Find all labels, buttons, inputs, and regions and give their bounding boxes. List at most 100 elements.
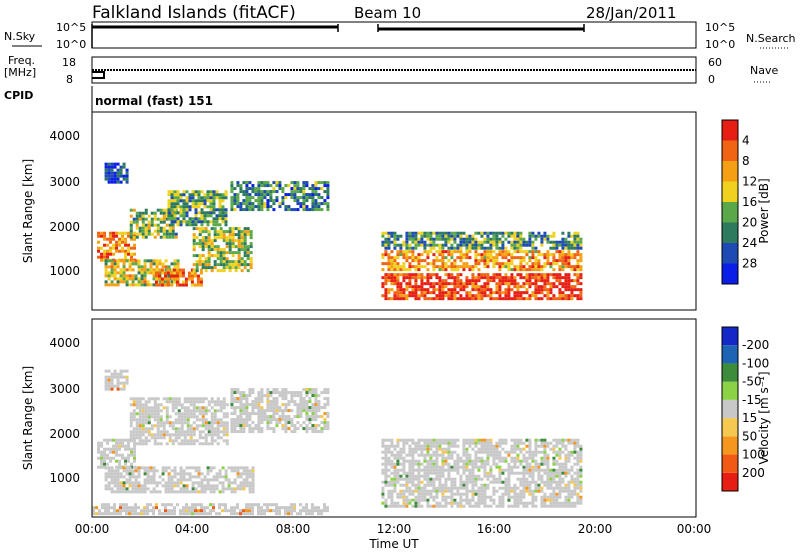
heatmap-cell bbox=[119, 372, 123, 376]
heatmap-cell bbox=[153, 211, 157, 215]
heatmap-cell bbox=[210, 415, 214, 419]
heatmap-cell bbox=[207, 403, 211, 407]
heatmap-cell bbox=[104, 503, 107, 507]
heatmap-cell bbox=[459, 501, 463, 505]
heatmap-cell bbox=[305, 400, 309, 404]
heatmap-cell bbox=[138, 418, 142, 422]
heatmap-cell bbox=[175, 283, 179, 287]
heatmap-cell bbox=[201, 421, 205, 425]
heatmap-cell bbox=[201, 418, 205, 422]
heatmap-cell bbox=[438, 237, 442, 241]
heatmap-cell bbox=[150, 217, 154, 221]
heatmap-cell bbox=[384, 291, 388, 295]
heatmap-cell bbox=[513, 265, 517, 269]
colorbar-swatch bbox=[722, 263, 738, 284]
heatmap-cell bbox=[311, 394, 315, 398]
heatmap-cell bbox=[579, 450, 583, 454]
heatmap-cell bbox=[203, 211, 207, 215]
heatmap-cell bbox=[393, 276, 397, 280]
heatmap-cell bbox=[486, 276, 490, 280]
heatmap-cell bbox=[402, 294, 406, 298]
heatmap-cell bbox=[153, 406, 157, 410]
heatmap-cell bbox=[224, 478, 228, 482]
heatmap-cell bbox=[531, 231, 535, 235]
heatmap-cell bbox=[157, 277, 161, 281]
heatmap-cell bbox=[564, 237, 568, 241]
heatmap-cell bbox=[191, 509, 194, 513]
heatmap-cell bbox=[185, 512, 188, 516]
heatmap-cell bbox=[471, 288, 475, 292]
heatmap-cell bbox=[167, 490, 171, 494]
heatmap-cell bbox=[426, 501, 430, 505]
heatmap-cell bbox=[245, 409, 249, 413]
heatmap-cell bbox=[231, 263, 235, 267]
heatmap-cell bbox=[119, 481, 123, 485]
heatmap-cell bbox=[459, 253, 463, 257]
heatmap-cell bbox=[450, 234, 454, 238]
heatmap-cell bbox=[210, 433, 214, 437]
heatmap-cell bbox=[239, 415, 243, 419]
heatmap-cell bbox=[546, 253, 550, 257]
heatmap-cell bbox=[498, 285, 502, 289]
heatmap-cell bbox=[195, 397, 199, 401]
heatmap-cell bbox=[260, 391, 264, 395]
heatmap-cell bbox=[218, 475, 222, 479]
heatmap-cell bbox=[396, 291, 400, 295]
heatmap-cell bbox=[216, 436, 220, 440]
heatmap-cell bbox=[534, 262, 538, 266]
heatmap-cell bbox=[432, 268, 436, 272]
heatmap-cell bbox=[504, 282, 508, 286]
heatmap-cell bbox=[456, 276, 460, 280]
heatmap-cell bbox=[173, 205, 177, 209]
heatmap-cell bbox=[236, 472, 240, 476]
heatmap-cell bbox=[110, 280, 114, 284]
heatmap-cell bbox=[519, 285, 523, 289]
heatmap-cell bbox=[435, 468, 439, 472]
heatmap-cell bbox=[119, 512, 122, 516]
heatmap-cell bbox=[507, 294, 511, 298]
heatmap-cell bbox=[417, 265, 421, 269]
heatmap-cell bbox=[197, 190, 201, 194]
heatmap-cell bbox=[170, 196, 174, 200]
heatmap-cell bbox=[387, 456, 391, 460]
heatmap-cell bbox=[465, 297, 469, 301]
heatmap-cell bbox=[218, 208, 222, 212]
heatmap-cell bbox=[444, 265, 448, 269]
heatmap-cell bbox=[399, 438, 403, 442]
heatmap-cell bbox=[555, 240, 559, 244]
heatmap-cell bbox=[468, 240, 472, 244]
heatmap-cell bbox=[191, 223, 195, 227]
heatmap-cell bbox=[287, 184, 291, 188]
heatmap-cell bbox=[248, 391, 252, 395]
heatmap-cell bbox=[186, 442, 190, 446]
heatmap-cell bbox=[197, 512, 200, 516]
heatmap-cell bbox=[222, 260, 226, 264]
heatmap-cell bbox=[567, 246, 571, 250]
heatmap-cell bbox=[564, 256, 568, 260]
heatmap-cell bbox=[110, 481, 114, 485]
heatmap-cell bbox=[390, 265, 394, 269]
heatmap-cell bbox=[462, 462, 466, 466]
heatmap-cell bbox=[465, 465, 469, 469]
heatmap-cell bbox=[152, 490, 156, 494]
heatmap-cell bbox=[213, 427, 217, 431]
heatmap-cell bbox=[179, 196, 183, 200]
heatmap-cell bbox=[146, 466, 150, 470]
heatmap-cell bbox=[124, 252, 128, 256]
heatmap-cell bbox=[546, 234, 550, 238]
heatmap-cell bbox=[209, 509, 212, 513]
heatmap-cell bbox=[462, 441, 466, 445]
heatmap-cell bbox=[504, 291, 508, 295]
heatmap-cell bbox=[489, 444, 493, 448]
heatmap-cell bbox=[176, 193, 180, 197]
heatmap-cell bbox=[189, 424, 193, 428]
heatmap-cell bbox=[293, 400, 297, 404]
heatmap-cell bbox=[195, 227, 199, 231]
heatmap-cell bbox=[133, 459, 137, 463]
heatmap-cell bbox=[125, 469, 129, 473]
heatmap-cell bbox=[465, 441, 469, 445]
heatmap-cell bbox=[177, 397, 181, 401]
heatmap-cell bbox=[152, 277, 156, 281]
heatmap-cell bbox=[122, 280, 126, 284]
heatmap-cell bbox=[402, 504, 406, 508]
